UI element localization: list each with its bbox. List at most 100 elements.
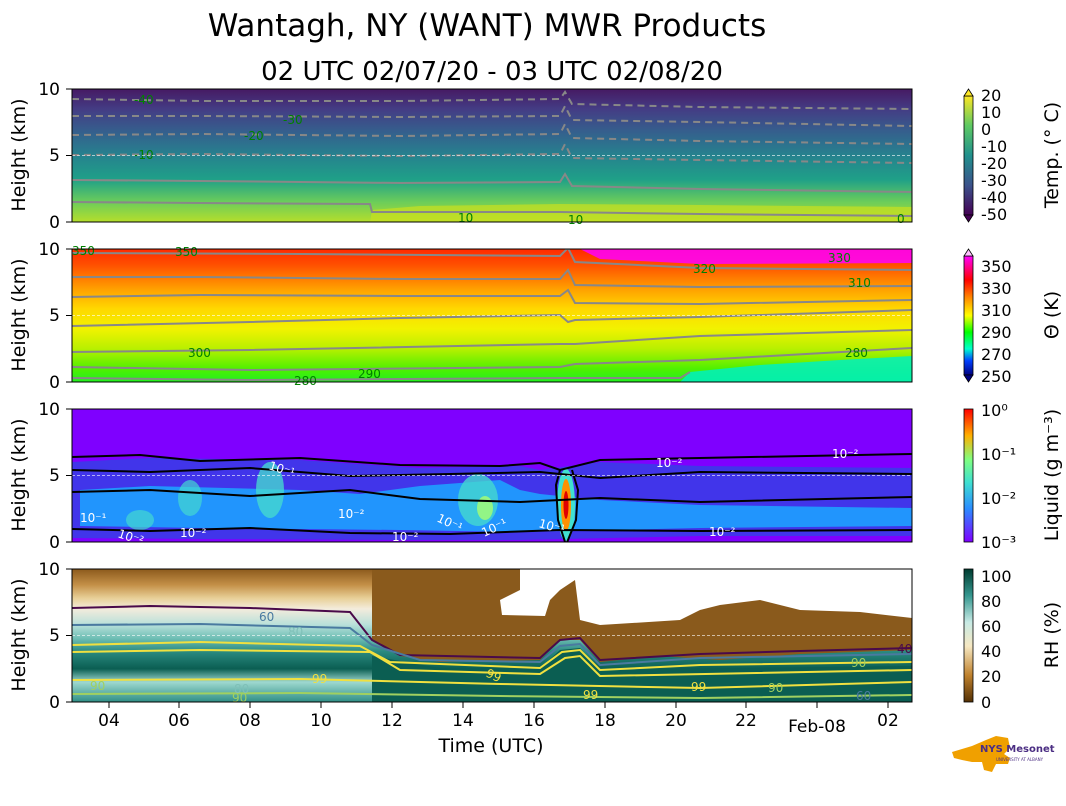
liquid-ylabel: Height (km)	[8, 418, 30, 531]
liquid-colorbar	[963, 408, 974, 543]
theta-contour-label: 280	[294, 374, 317, 388]
theta-ytick-label: 0	[49, 373, 60, 393]
rh-contour-label: 90	[768, 681, 783, 695]
theta-contour-label: 310	[848, 276, 871, 290]
rh-cb-tick: 0	[981, 693, 991, 712]
temperature-cb-tick: 0	[981, 120, 991, 139]
theta-contour-line	[72, 249, 912, 271]
x-tick-label: 06	[168, 711, 190, 731]
new-york-state-shape	[952, 736, 1010, 772]
liquid-contour-line	[72, 453, 912, 472]
theta-cb-tick: 330	[981, 279, 1012, 298]
logo-text: NYS Mesonet	[980, 744, 1055, 755]
rh-contour-label: 80	[234, 682, 249, 696]
theta-contour-line	[72, 309, 912, 327]
theta-colorbar-extend-top	[963, 248, 974, 257]
rh-contour-line	[72, 640, 912, 672]
temperature-contour-label: -10	[134, 148, 154, 162]
liquid-contour-label: 10⁻²	[832, 447, 859, 461]
temperature-cb-tick: 20	[981, 86, 1001, 105]
liquid-colorbar-label: Liquid (g m⁻³)	[1041, 409, 1063, 541]
rh-contour-label: 99	[691, 680, 706, 694]
rh-contour-line	[72, 648, 912, 678]
rh-contour-line	[72, 604, 912, 662]
figure-title: Wantagh, NY (WANT) MWR Products	[208, 8, 766, 44]
rh-colorbar	[963, 568, 974, 703]
nys-mesonet-logo: NYS Mesonet UNIVERSITY AT ALBANY	[952, 736, 1055, 772]
theta-colorbar-label: Θ (K)	[1041, 291, 1063, 339]
x-tick-label: 10	[310, 711, 332, 731]
liquid-cb-tick: 10⁻²	[981, 489, 1016, 508]
logo-subtext: UNIVERSITY AT ALBANY	[996, 757, 1044, 762]
rh-contour-line	[72, 691, 912, 700]
x-axis: 04 06 08 10 12 14 16 18 20 22 02 Feb-08 …	[98, 702, 899, 757]
liquid-patch	[256, 462, 284, 518]
temperature-contour-line	[72, 90, 912, 110]
liquid-contour-line	[72, 466, 912, 480]
temperature-ylabel: Height (km)	[8, 98, 30, 211]
x-tick-marks	[108, 702, 889, 708]
temperature-colorbar-extend-bottom	[963, 214, 974, 223]
liquid-patch	[178, 480, 202, 516]
temperature-ytick-label: 10	[38, 80, 60, 100]
temperature-panel: -40 -30 -20 -10 10 10 0 0 5 10 Height (k…	[8, 80, 1063, 233]
liquid-contour-label: 10⁻²	[338, 507, 365, 521]
temperature-colorbar-label: Temp. (° C)	[1041, 102, 1063, 209]
theta-ytick-label: 5	[49, 306, 60, 326]
liquid-contour-label: 10⁻²	[656, 456, 683, 470]
rh-colorbar-label: RH (%)	[1041, 602, 1063, 668]
x-tick-label: 22	[735, 711, 757, 731]
temperature-contour-label: 10	[568, 213, 583, 227]
theta-contour-label: 290	[358, 367, 381, 381]
temperature-contour-label: -40	[134, 93, 154, 107]
temperature-cb-tick: -40	[981, 188, 1007, 207]
liquid-panel: 10⁻¹ 10⁻² 10⁻² 10⁻² 10⁻¹ 10⁻² 10⁻² 10⁻¹ …	[8, 400, 1063, 553]
theta-colorbar-ticks: 350 330 310 290 270 250	[981, 257, 1012, 386]
temperature-contour-label: 0	[897, 212, 905, 226]
theta-cold-pool	[680, 356, 912, 382]
rh-contour-line	[72, 622, 912, 667]
rh-cb-tick: 20	[981, 667, 1001, 686]
temperature-cb-tick: -20	[981, 154, 1007, 173]
liquid-contour-line	[554, 469, 567, 542]
theta-contour-line	[72, 347, 912, 372]
theta-ylabel: Height (km)	[8, 258, 30, 371]
temperature-contour-label: -30	[283, 113, 303, 127]
x-axis-label: Time (UTC)	[437, 735, 543, 757]
theta-cb-tick: 250	[981, 367, 1012, 386]
theta-contour-label: 350	[175, 245, 198, 259]
liquid-cb-tick: 10⁻³	[981, 533, 1016, 552]
liquid-contour-line	[566, 469, 580, 542]
x-date-label: Feb-08	[788, 717, 846, 737]
theta-panel: 350 350 330 320 310 300 290 280 280 0 5 …	[8, 240, 1063, 393]
x-tick-label: 14	[452, 711, 474, 731]
rh-contour-label: 99	[583, 688, 598, 702]
theta-upper-warm	[580, 249, 912, 264]
rh-contour-label: 60	[856, 689, 871, 703]
temperature-contour-label: -20	[244, 129, 264, 143]
rh-contour-label: 90	[90, 679, 105, 693]
liquid-patch	[477, 496, 493, 520]
liquid-cb-tick: 10⁰	[981, 401, 1008, 420]
theta-contour-label: 350	[72, 244, 95, 258]
x-tick-label: 12	[381, 711, 403, 731]
liquid-contour-line	[72, 488, 912, 504]
temperature-cb-tick: -10	[981, 137, 1007, 156]
x-tick-label: 08	[239, 711, 261, 731]
theta-cb-tick: 310	[981, 301, 1012, 320]
theta-colorbar-extend-bottom	[963, 374, 974, 383]
liquid-contour-line	[72, 526, 912, 536]
liquid-contour-label: 10⁻¹	[537, 516, 566, 536]
liquid-ytick-label: 5	[49, 466, 60, 486]
theta-contour-label: 300	[188, 346, 211, 360]
x-tick-label: 20	[665, 711, 687, 731]
temperature-cb-tick: 10	[981, 103, 1001, 122]
theta-contour-line	[72, 268, 912, 289]
rh-missing-region	[500, 569, 912, 625]
rh-contour-label: 40	[897, 642, 912, 656]
rh-cb-tick: 100	[981, 567, 1012, 586]
rh-colorbar-ticks: 100 80 60 40 20 0	[981, 567, 1012, 712]
x-tick-label: 02	[877, 711, 899, 731]
temperature-contour-line	[72, 103, 912, 127]
